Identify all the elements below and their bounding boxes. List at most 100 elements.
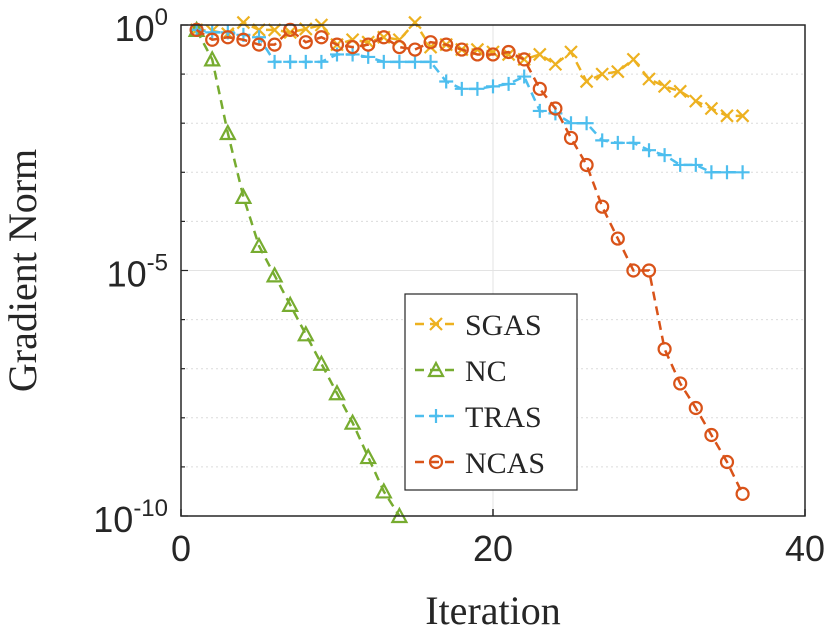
data-point-ncas <box>428 454 444 470</box>
data-point-sgas <box>486 45 500 59</box>
data-point-tras <box>673 157 688 172</box>
data-point-ncas <box>579 157 594 173</box>
x-tick-label: 20 <box>473 528 513 569</box>
data-point-ncas <box>704 427 719 443</box>
legend-label: NCAS <box>465 447 545 480</box>
data-point-ncas <box>376 30 391 45</box>
data-point-sgas <box>611 64 625 79</box>
x-axis-label: Iteration <box>425 588 561 632</box>
data-point-tras <box>205 25 220 40</box>
data-point-ncas <box>205 32 220 47</box>
data-point-sgas <box>267 23 282 37</box>
data-point-nc <box>218 123 237 141</box>
data-point-tras <box>501 76 516 91</box>
data-point-ncas <box>548 101 563 116</box>
data-point-ncas <box>657 341 672 357</box>
data-point-tras <box>454 81 469 96</box>
data-point-tras <box>361 49 376 64</box>
data-point-sgas <box>533 47 547 62</box>
data-point-nc <box>234 187 253 204</box>
series-layer <box>187 15 750 524</box>
series-line-sgas <box>196 20 743 118</box>
data-point-sgas <box>548 57 563 72</box>
data-point-nc <box>312 354 331 371</box>
data-point-tras <box>688 157 703 172</box>
data-point-tras <box>345 47 360 62</box>
data-point-ncas <box>501 44 516 60</box>
y-tick-base: 10 <box>115 8 155 49</box>
data-point-tras <box>642 143 656 158</box>
data-point-nc <box>281 295 300 312</box>
data-point-ncas <box>220 30 235 45</box>
data-point-ncas <box>392 39 407 55</box>
data-point-ncas <box>517 52 532 67</box>
legend-item-nc: NC <box>415 355 507 388</box>
data-point-sgas <box>720 109 734 123</box>
data-point-ncas <box>251 37 267 52</box>
y-tick-label: 10-5 <box>107 250 168 295</box>
data-point-tras <box>735 165 750 180</box>
data-point-nc <box>296 325 315 342</box>
data-point-nc <box>328 383 346 401</box>
data-point-tras <box>486 79 500 94</box>
x-tick-label: 0 <box>171 528 191 569</box>
data-point-sgas <box>236 15 251 30</box>
data-point-tras <box>626 135 641 150</box>
data-point-tras <box>423 54 438 69</box>
data-point-ncas <box>298 35 313 50</box>
data-point-tras <box>517 69 532 84</box>
data-point-sgas <box>283 25 297 40</box>
data-point-sgas <box>735 109 750 123</box>
y-tick-exponent: 0 <box>155 4 168 31</box>
data-point-ncas <box>314 30 329 45</box>
data-point-tras <box>314 54 329 69</box>
data-point-nc <box>374 482 393 499</box>
data-point-ncas <box>485 47 501 62</box>
y-axis-label: Gradient Norm <box>0 149 45 392</box>
data-point-sgas <box>689 94 703 108</box>
data-point-tras <box>429 409 443 423</box>
data-point-ncas <box>719 454 735 470</box>
data-point-sgas <box>564 45 578 59</box>
legend-label: SGAS <box>465 309 542 342</box>
data-point-sgas <box>704 101 719 116</box>
data-point-tras <box>283 54 298 69</box>
data-point-nc <box>203 50 222 67</box>
data-point-ncas <box>626 263 641 278</box>
data-point-sgas <box>626 52 641 67</box>
data-point-ncas <box>532 81 547 96</box>
data-point-sgas <box>642 72 656 86</box>
data-point-ncas <box>735 486 750 502</box>
data-point-tras <box>720 165 734 180</box>
data-point-tras <box>595 133 610 148</box>
series-sgas <box>189 15 750 123</box>
data-point-ncas <box>610 231 625 246</box>
legend-item-sgas: SGAS <box>415 309 542 342</box>
y-tick-label: 10-10 <box>93 495 168 540</box>
data-point-nc <box>427 360 445 378</box>
data-point-ncas <box>641 263 657 278</box>
data-point-ncas <box>407 42 423 57</box>
data-point-nc <box>343 413 362 430</box>
data-point-tras <box>470 81 485 96</box>
data-point-tras <box>532 103 547 118</box>
data-point-ncas <box>345 39 360 55</box>
data-point-sgas <box>408 15 422 30</box>
data-point-tras <box>579 116 594 131</box>
data-point-tras <box>267 54 282 69</box>
data-point-ncas <box>283 22 298 38</box>
legend-label: NC <box>465 355 507 388</box>
data-point-tras <box>298 54 313 69</box>
series-line-tras <box>196 28 743 174</box>
data-point-tras <box>439 74 454 89</box>
data-point-ncas <box>329 37 345 52</box>
legend-item-tras: TRAS <box>415 401 542 434</box>
y-tick-base: 10 <box>107 254 147 295</box>
y-tick-exponent: -10 <box>133 495 168 522</box>
data-point-nc <box>250 236 268 254</box>
data-point-tras <box>704 165 719 180</box>
data-point-ncas <box>267 37 282 52</box>
data-point-nc <box>265 266 284 283</box>
data-point-ncas <box>439 37 454 52</box>
